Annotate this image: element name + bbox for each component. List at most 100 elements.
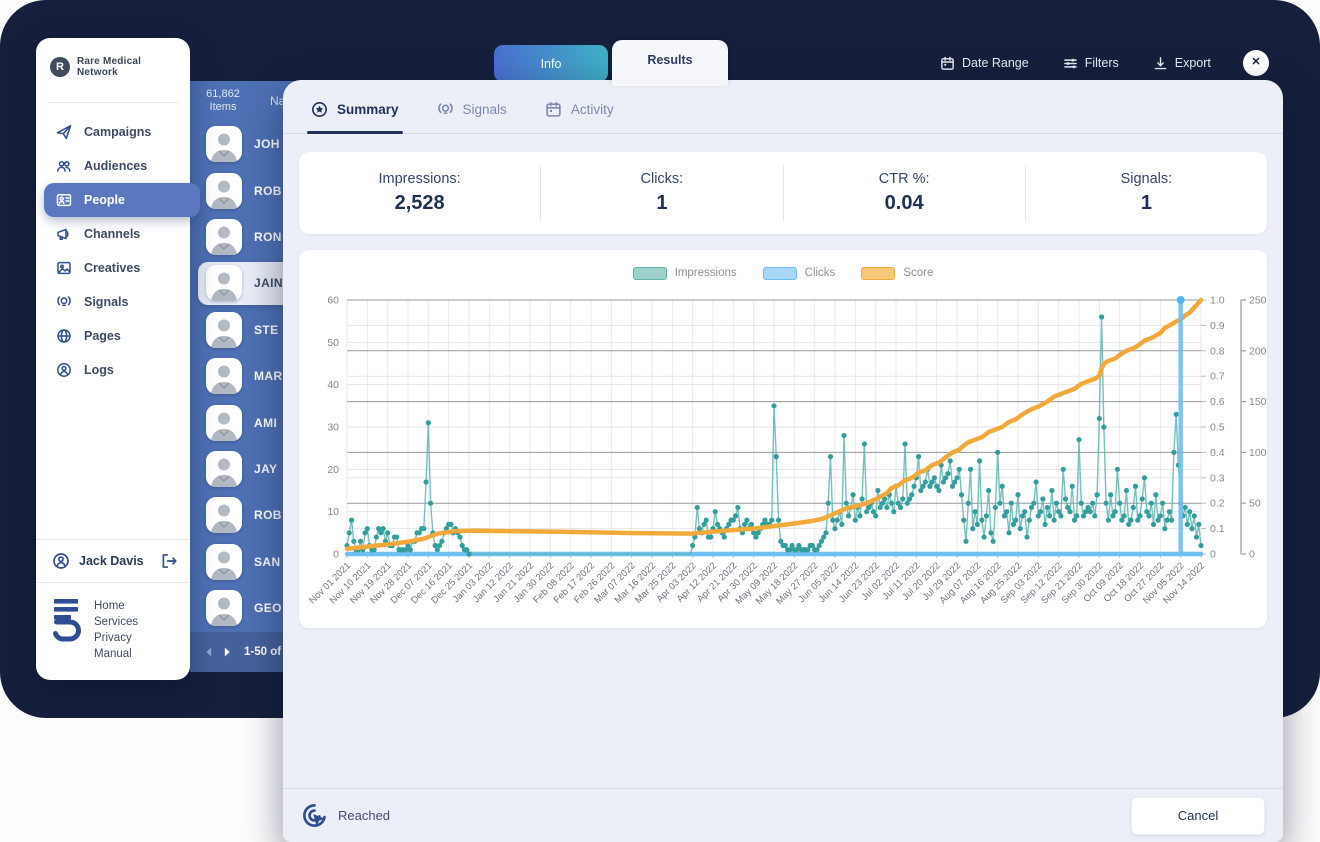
user-row: Jack Davis	[36, 539, 190, 582]
person-circle-icon	[56, 362, 72, 378]
signal-bulb-icon	[437, 101, 454, 118]
person-avatar	[206, 404, 242, 441]
chevron-right-icon[interactable]	[220, 645, 234, 659]
window-action-export[interactable]: Export	[1153, 56, 1211, 71]
svg-text:0.8: 0.8	[1210, 345, 1225, 357]
sidebar-item-logs[interactable]: Logs	[36, 353, 190, 387]
person-avatar	[206, 543, 242, 580]
sidebar-item-channels[interactable]: Channels	[36, 217, 190, 251]
stat-impressions: Impressions: 2,528	[378, 171, 461, 214]
window-tab-results[interactable]: Results	[612, 40, 728, 86]
svg-text:0: 0	[1210, 549, 1216, 561]
person-avatar	[206, 126, 242, 163]
person-row-rob[interactable]: ROB	[190, 167, 400, 213]
stat-clicks: Clicks: 1	[540, 165, 782, 221]
svg-text:0: 0	[1249, 549, 1255, 561]
stats-card: Impressions: 2,528 Clicks: 1 CTR %: 0.04 Signa…	[299, 152, 1267, 234]
svg-text:20: 20	[327, 464, 339, 476]
sidebar-nav: Campaigns Audiences People Channels Creative…	[36, 115, 200, 387]
brand-logo: R Rare Medical Network	[36, 38, 190, 78]
window-action-filters[interactable]: Filters	[1063, 56, 1119, 71]
modal-tabs: Summary Signals Activity	[283, 80, 1283, 134]
legend-item-impressions[interactable]: Impressions	[632, 266, 737, 280]
svg-text:0: 0	[333, 549, 339, 561]
chevron-left-icon[interactable]	[202, 645, 216, 659]
person-row-ste[interactable]: STE	[190, 307, 400, 353]
sidebar-item-pages[interactable]: Pages	[36, 319, 190, 353]
svg-text:10: 10	[327, 506, 339, 518]
globe-icon	[56, 328, 72, 344]
footer-link-services[interactable]: Services	[94, 616, 139, 628]
person-avatar	[206, 311, 242, 348]
window-action-date-range[interactable]: Date Range	[940, 56, 1029, 71]
svg-text:250: 250	[1249, 295, 1267, 307]
sidebar-item-signals[interactable]: Signals	[36, 285, 190, 319]
svg-text:150: 150	[1249, 396, 1267, 408]
svg-text:0.5: 0.5	[1210, 422, 1225, 434]
sidebar: R Rare Medical Network Campaigns Audience…	[36, 38, 200, 680]
rocket-icon	[56, 124, 72, 140]
person-avatar	[206, 172, 242, 209]
results-modal: Summary Signals Activity Impressions: 2,528…	[283, 80, 1283, 842]
svg-text:0.9: 0.9	[1210, 320, 1225, 332]
legend-item-clicks[interactable]: Clicks	[762, 266, 835, 280]
svg-text:50: 50	[1249, 498, 1261, 510]
svg-text:40: 40	[327, 379, 339, 391]
person-row-rob[interactable]: ROB	[190, 492, 400, 538]
person-row-geo[interactable]: GEO	[190, 585, 400, 631]
reached-status: Reached	[301, 802, 390, 829]
person-row-joh[interactable]: JOH	[190, 121, 400, 167]
person-avatar	[206, 218, 242, 255]
image-icon	[56, 260, 72, 276]
modal-footer: Reached Cancel	[283, 788, 1283, 842]
legend-item-score[interactable]: Score	[861, 266, 933, 280]
tab-activity[interactable]: Activity	[545, 86, 614, 133]
brand-logo-icon: R	[50, 57, 70, 77]
star-circle-icon	[311, 101, 328, 118]
people-card-icon	[56, 192, 72, 208]
person-avatar	[206, 450, 242, 487]
svg-text:100: 100	[1249, 447, 1267, 459]
person-row-ami[interactable]: AMI	[190, 399, 400, 445]
person-avatar	[206, 590, 242, 627]
person-avatar	[206, 358, 242, 395]
sidebar-item-audiences[interactable]: Audiences	[36, 149, 190, 183]
close-button[interactable]	[1243, 50, 1269, 76]
sidebar-item-people[interactable]: People	[44, 183, 200, 217]
close-icon	[1250, 54, 1262, 72]
svg-text:0.1: 0.1	[1210, 523, 1225, 535]
person-row-jay[interactable]: JAY	[190, 446, 400, 492]
filters-icon	[1063, 56, 1078, 71]
footer-link-privacy[interactable]: Privacy	[94, 632, 132, 644]
svg-text:200: 200	[1249, 345, 1267, 357]
items-count: 61,862 Items	[206, 88, 240, 113]
calendar-icon	[940, 56, 955, 71]
stat-signals: Signals: 1	[1024, 165, 1267, 221]
tab-summary[interactable]: Summary	[307, 86, 403, 134]
five-logo-icon	[52, 599, 82, 645]
megaphone-icon	[56, 226, 72, 242]
svg-text:30: 30	[327, 422, 339, 434]
window-tab-info[interactable]: Info	[494, 45, 608, 82]
logout-icon[interactable]	[160, 552, 178, 570]
stat-ctr: CTR %: 0.04	[782, 165, 1025, 221]
person-row-ron[interactable]: RON	[190, 214, 400, 260]
footer-links: Home Services Privacy Manual	[94, 599, 138, 662]
user-icon	[52, 552, 70, 570]
tab-signals[interactable]: Signals	[437, 86, 507, 133]
svg-text:60: 60	[327, 295, 339, 307]
sidebar-item-campaigns[interactable]: Campaigns	[36, 115, 190, 149]
footer-link-manual[interactable]: Manual	[94, 648, 132, 660]
sidebar-footer: Home Services Privacy Manual	[36, 582, 190, 680]
export-icon	[1153, 56, 1168, 71]
person-row-san[interactable]: SAN	[190, 539, 400, 585]
sidebar-item-creatives[interactable]: Creatives	[36, 251, 190, 285]
footer-link-home[interactable]: Home	[94, 600, 125, 612]
brand-name: Rare Medical Network	[77, 56, 142, 78]
sidebar-divider	[48, 102, 178, 103]
person-row-mar[interactable]: MAR	[190, 353, 400, 399]
reached-label: Reached	[338, 808, 391, 823]
user-name: Jack Davis	[79, 554, 144, 568]
cancel-button[interactable]: Cancel	[1131, 796, 1265, 835]
